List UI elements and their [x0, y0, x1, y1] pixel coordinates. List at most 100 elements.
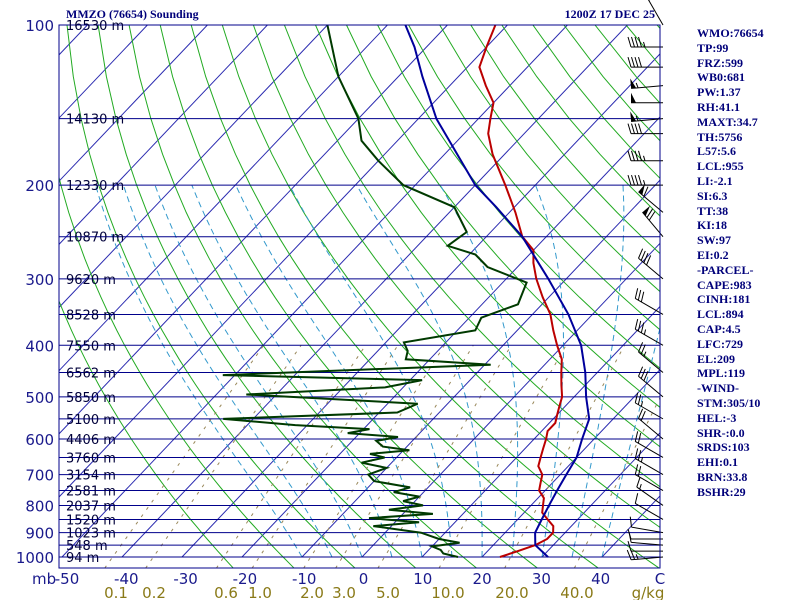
height-label: 9620 m — [66, 273, 116, 288]
isotherm-line — [121, 25, 628, 558]
plot-frame — [58, 24, 661, 569]
index-item: SI:6.3 — [697, 188, 728, 203]
pressure-label: 900 — [25, 525, 54, 543]
index-item: RH:41.1 — [697, 99, 740, 114]
height-label: 3154 m — [66, 469, 116, 484]
dry-adiabat-line — [159, 25, 539, 568]
mixing-ratio-tick-label: g/kg — [632, 584, 665, 600]
height-label: 1520 m — [66, 513, 116, 528]
sounding-series-0 — [478, 25, 564, 558]
wind-barb — [634, 392, 664, 420]
dry-adiabat-line — [252, 25, 660, 528]
index-item: EHI:0.1 — [697, 455, 739, 470]
wind-barb-column — [626, 0, 664, 561]
wind-barb — [647, 0, 664, 26]
mixing-ratio-tick-label: 20.0 — [495, 584, 528, 600]
dry-adiabat-line — [66, 25, 356, 568]
isotherm-line — [481, 368, 660, 558]
temperature-tick-label: -40 — [114, 570, 139, 588]
isotherm-line — [241, 116, 660, 558]
sounding-series-1 — [222, 25, 528, 558]
dry-adiabat-line — [563, 25, 660, 142]
mixing-ratio-line — [377, 345, 512, 568]
wind-barb — [634, 464, 664, 491]
index-item: LFC:729 — [697, 336, 743, 351]
station-title: MMZO (76654) Sounding — [66, 7, 199, 21]
isotherm-line — [59, 25, 208, 182]
index-item: LI:-2.1 — [697, 173, 733, 188]
mixing-ratio-tick-label: 5.0 — [376, 584, 400, 600]
isotherm-line — [421, 305, 660, 558]
height-label: 94 m — [66, 551, 99, 566]
pressure-label: 500 — [25, 389, 54, 407]
pressure-label: 600 — [25, 431, 54, 449]
wind-barb — [631, 92, 663, 104]
wind-barb — [638, 248, 664, 280]
index-item: TT:38 — [697, 203, 729, 218]
dry-adiabat-line — [59, 175, 295, 568]
index-item: MPL:119 — [697, 366, 745, 381]
pressure-label: 1000 — [16, 549, 54, 567]
moist-adiabat-line — [356, 184, 483, 557]
pressure-label: 200 — [25, 177, 54, 195]
pressure-label: 800 — [25, 497, 54, 515]
index-item: HEL:-3 — [697, 410, 737, 425]
isotherm-line — [61, 25, 568, 558]
index-item: LCL:894 — [697, 307, 744, 322]
pressure-label: 300 — [25, 271, 54, 289]
moist-adiabat-line — [95, 184, 303, 558]
indices-panel: WMO:76654 TP:99 FRZ:599 WB0:681 PW:1.37 RH:41… — [697, 26, 764, 500]
index-item: L57:5.6 — [697, 144, 736, 159]
dry-adiabat-line — [97, 25, 417, 568]
sounding-time: 1200Z 17 DEC 25 — [564, 7, 655, 21]
dry-adiabat-line — [59, 299, 234, 568]
height-label: 3760 m — [66, 451, 116, 466]
sounding-series-2 — [404, 25, 591, 558]
dry-adiabat-line — [346, 25, 660, 408]
index-item: SW:97 — [697, 233, 732, 248]
pressure-label: 700 — [25, 467, 54, 485]
mixing-ratio-tick-label: 3.0 — [332, 584, 356, 600]
temperature-tick-label: -30 — [173, 570, 198, 588]
height-label: 2581 m — [66, 485, 116, 500]
index-item: SRDS:103 — [697, 440, 750, 455]
height-label: 16530 m — [66, 19, 124, 34]
height-label: 5850 m — [66, 391, 116, 406]
index-item: FRZ:599 — [697, 55, 743, 70]
pressure-label: 100 — [25, 17, 54, 35]
temperature-tick-label: 20 — [473, 570, 492, 588]
mixing-ratio-tick-label: 10.0 — [431, 584, 464, 600]
mixing-ratio-line — [104, 345, 265, 568]
height-label: 12330 m — [66, 179, 124, 194]
height-label: 4406 m — [66, 433, 116, 448]
dry-adiabat-line — [781, 25, 800, 568]
index-item: KI:18 — [697, 218, 727, 233]
isotherm-line — [59, 25, 388, 372]
dry-adiabat-line — [190, 25, 599, 568]
temperature-tick-label: 30 — [532, 570, 551, 588]
index-item: PW:1.37 — [697, 85, 741, 100]
skewt-background-grid — [0, 25, 800, 568]
wind-barb — [634, 319, 664, 346]
index-item: EI:0.2 — [697, 247, 729, 262]
mixing-ratio-line — [438, 345, 567, 568]
mixing-ratio-tick-label: 0.6 — [214, 584, 238, 600]
wind-barb — [629, 516, 664, 534]
isotherm-line — [0, 25, 27, 557]
height-label: 2037 m — [66, 499, 116, 514]
mixing-ratio-tick-label: 40.0 — [560, 584, 593, 600]
moist-adiabat-line — [122, 184, 333, 558]
dry-adiabat-line — [128, 25, 478, 568]
index-item: SHR-:0.0 — [697, 425, 745, 440]
height-label: 10870 m — [66, 231, 124, 246]
isotherm-line — [59, 25, 448, 435]
index-item: CINH:181 — [697, 292, 751, 307]
mixing-ratio-tick-label: 1.0 — [248, 584, 272, 600]
index-item: -PARCEL- — [697, 262, 754, 277]
index-item: WMO:76654 — [697, 26, 764, 40]
moist-adiabat-line — [439, 184, 519, 558]
temperature-tick-label: 10 — [413, 570, 432, 588]
wind-barb — [634, 448, 664, 476]
